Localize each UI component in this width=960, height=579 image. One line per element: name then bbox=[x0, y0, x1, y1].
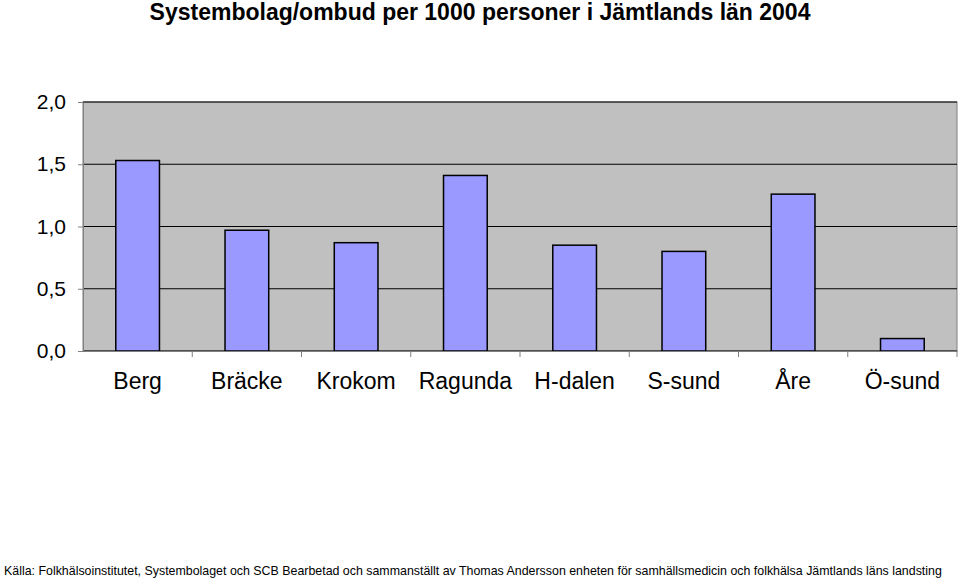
x-tick: Berg bbox=[113, 351, 162, 394]
y-tick-label: 2,0 bbox=[37, 90, 66, 113]
x-tick-label: Krokom bbox=[317, 368, 396, 394]
y-tick: 1,0 bbox=[37, 215, 83, 238]
x-tick-label: Berg bbox=[113, 368, 162, 394]
grid-line bbox=[83, 164, 957, 165]
separator bbox=[520, 351, 521, 357]
x-tick-label: Åre bbox=[775, 367, 811, 394]
chart: Systembolag/ombud per 1000 personer i Jä… bbox=[0, 0, 960, 579]
x-tick-label: H-dalen bbox=[534, 368, 615, 394]
title: Systembolag/ombud per 1000 personer i Jä… bbox=[150, 0, 811, 25]
y-tick-mark bbox=[78, 351, 83, 352]
separator bbox=[410, 351, 411, 357]
y-tick-label: 1,0 bbox=[37, 215, 66, 238]
y-tick-mark bbox=[78, 289, 83, 290]
x-tick: H-dalen bbox=[534, 351, 615, 394]
x-axis: Berg Bräcke Krokom Ragunda H-dalen S-sund Åre Ö… bbox=[84, 351, 958, 394]
bar bbox=[662, 251, 706, 351]
plot: 0,0 0,5 1,0 1,5 2,0 Berg Bräcke Krokom Ragunda H-… bbox=[37, 90, 958, 394]
x-tick-label: S-sund bbox=[647, 368, 720, 394]
separator bbox=[957, 351, 958, 357]
y-tick-mark bbox=[78, 164, 83, 165]
y-axis-line bbox=[83, 103, 84, 352]
y-tick-mark bbox=[78, 102, 83, 103]
y-tick-label: 0,0 bbox=[37, 339, 66, 362]
bar bbox=[225, 230, 269, 351]
x-tick: Åre bbox=[775, 351, 811, 394]
grid bbox=[83, 102, 957, 351]
grid-line bbox=[83, 226, 957, 227]
x-tick: S-sund bbox=[647, 351, 720, 394]
x-tick: Krokom bbox=[317, 351, 396, 394]
y-tick-label: 0,5 bbox=[37, 277, 66, 300]
y-tick: 1,5 bbox=[37, 152, 83, 175]
bar bbox=[444, 175, 488, 351]
y-tick-label: 1,5 bbox=[37, 152, 66, 175]
bars bbox=[116, 161, 924, 351]
x-tick: Bräcke bbox=[211, 351, 283, 394]
x-tick: Ö-sund bbox=[865, 351, 940, 394]
bar bbox=[116, 161, 160, 351]
x-tick-label: Bräcke bbox=[211, 368, 283, 394]
grid-line bbox=[83, 102, 957, 103]
x-tick-label: Ragunda bbox=[419, 368, 513, 394]
grid-line bbox=[83, 288, 957, 289]
x-tick: Ragunda bbox=[419, 351, 513, 394]
x-tick-label: Ö-sund bbox=[865, 368, 940, 394]
bar bbox=[881, 339, 925, 351]
bar bbox=[553, 245, 597, 351]
bar bbox=[334, 243, 378, 351]
separator bbox=[192, 351, 193, 357]
source: Källa: Folkhälsoinstitutet, Systembolage… bbox=[4, 564, 942, 578]
y-tick: 2,0 bbox=[37, 90, 83, 113]
separator bbox=[847, 351, 848, 357]
separator bbox=[738, 351, 739, 357]
plot-background bbox=[83, 102, 957, 351]
separator bbox=[301, 351, 302, 357]
y-tick: 0,0 bbox=[37, 339, 83, 362]
y-tick: 0,5 bbox=[37, 277, 83, 300]
separator bbox=[629, 351, 630, 357]
y-tick-mark bbox=[78, 227, 83, 228]
bar bbox=[771, 194, 815, 351]
category-separators bbox=[192, 351, 957, 357]
y-axis: 0,0 0,5 1,0 1,5 2,0 bbox=[37, 90, 84, 362]
